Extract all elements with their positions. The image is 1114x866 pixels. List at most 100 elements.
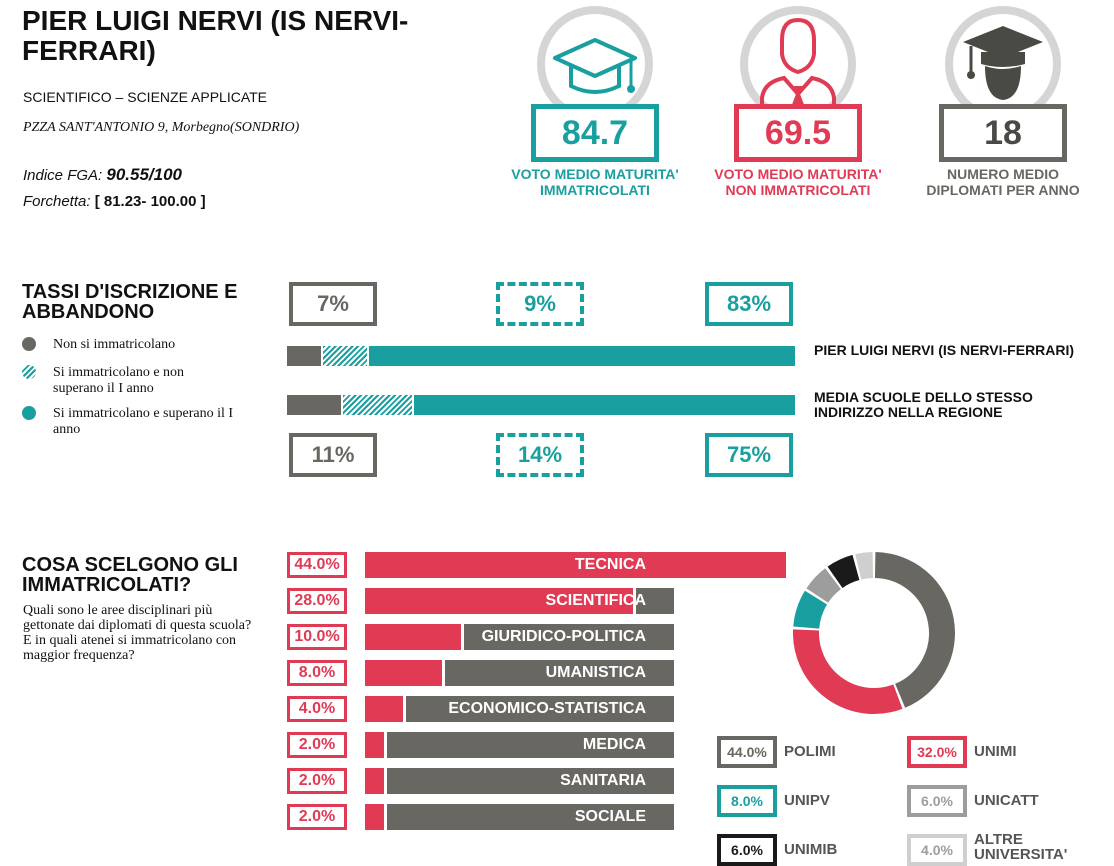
choices-description: Quali sono le aree disciplinari più gett… bbox=[23, 603, 252, 663]
fork-label: Forchetta: bbox=[23, 193, 91, 210]
donut-slice bbox=[827, 554, 860, 589]
area-bar: SANITARIA bbox=[365, 768, 674, 794]
area-row: 28.0% SCIENTIFICA bbox=[287, 588, 687, 616]
area-name: UMANISTICA bbox=[545, 664, 646, 681]
area-percent: 10.0% bbox=[287, 624, 347, 650]
area-bar-fill bbox=[365, 804, 387, 830]
area-bar: GIURIDICO-POLITICA bbox=[365, 624, 674, 650]
region-enrolled-failed-pct: 14% bbox=[496, 433, 584, 477]
stat-card-avg-graduates: 18 NUMERO MEDIO DIPLOMATI PER ANNO bbox=[913, 2, 1093, 198]
university-percent: 8.0% bbox=[717, 785, 777, 817]
area-bar-fill bbox=[365, 768, 387, 794]
area-bar: UMANISTICA bbox=[365, 660, 674, 686]
area-name: SCIENTIFICA bbox=[545, 592, 646, 609]
fga-range: Forchetta: [ 81.23- 100.00 ] bbox=[23, 193, 206, 210]
university-percent: 6.0% bbox=[717, 834, 777, 866]
legend-label: Si immatricolano e superano il I anno bbox=[53, 406, 234, 437]
university-name: POLIMI bbox=[784, 743, 836, 760]
donut-slice bbox=[793, 590, 828, 630]
area-name: GIURIDICO-POLITICA bbox=[481, 628, 646, 645]
fga-label: Indice FGA: bbox=[23, 167, 103, 184]
school-enrolled-passed-pct: 83% bbox=[705, 282, 793, 326]
university-percent: 6.0% bbox=[907, 785, 967, 817]
legend-dot bbox=[22, 365, 36, 379]
area-bar-fill bbox=[365, 696, 406, 722]
university-name: UNIMIB bbox=[784, 841, 838, 858]
school-type: SCIENTIFICO – SCIENZE APPLICATE bbox=[23, 89, 268, 105]
area-percent: 4.0% bbox=[287, 696, 347, 722]
area-row: 2.0% SOCIALE bbox=[287, 804, 687, 832]
bar-segment-not-enrolled bbox=[287, 346, 321, 366]
school-address: PZZA SANT'ANTONIO 9, Morbegno(SONDRIO) bbox=[23, 120, 300, 135]
legend-label: Si immatricolano e non superano il I ann… bbox=[53, 365, 185, 396]
stat-value: 84.7 bbox=[531, 104, 659, 162]
area-bar: TECNICA bbox=[365, 552, 789, 578]
area-row: 8.0% UMANISTICA bbox=[287, 660, 687, 688]
area-name: SANITARIA bbox=[560, 772, 646, 789]
area-name: ECONOMICO-STATISTICA bbox=[448, 700, 646, 717]
region-row-label: MEDIA SCUOLE DELLO STESSO INDIRIZZO NELL… bbox=[814, 389, 1033, 420]
enrollment-title: TASSI D'ISCRIZIONE E ABBANDONO bbox=[22, 281, 238, 323]
area-bar: MEDICA bbox=[365, 732, 674, 758]
choices-title: COSA SCELGONO GLI IMMATRICOLATI? bbox=[22, 554, 238, 596]
school-title: PIER LUIGI NERVI (IS NERVI-FERRARI) bbox=[22, 5, 409, 66]
bar-segment-not-enrolled bbox=[287, 395, 341, 415]
area-row: 2.0% MEDICA bbox=[287, 732, 687, 760]
area-bar-fill bbox=[365, 732, 387, 758]
area-bar: ECONOMICO-STATISTICA bbox=[365, 696, 674, 722]
area-row: 4.0% ECONOMICO-STATISTICA bbox=[287, 696, 687, 724]
stat-label: NUMERO MEDIO DIPLOMATI PER ANNO bbox=[926, 166, 1080, 198]
stat-card-avg-grade-enrolled: 84.7 VOTO MEDIO MATURITA' IMMATRICOLATI bbox=[505, 2, 685, 198]
school-enrollment-bar bbox=[287, 346, 795, 366]
area-bar-fill bbox=[365, 588, 636, 614]
area-bar-fill bbox=[365, 660, 445, 686]
fork-value: [ 81.23- 100.00 ] bbox=[94, 193, 206, 210]
bar-segment-enrolled-passed bbox=[414, 395, 795, 415]
area-bar-fill bbox=[365, 552, 789, 578]
area-percent: 28.0% bbox=[287, 588, 347, 614]
legend-label: Non si immatricolano bbox=[53, 337, 176, 352]
graduate-person-icon bbox=[945, 6, 1061, 122]
donut-slice bbox=[855, 552, 874, 580]
area-percent: 2.0% bbox=[287, 732, 347, 758]
school-not-enrolled-pct: 7% bbox=[289, 282, 377, 326]
legend-dot bbox=[22, 337, 36, 351]
school-enrolled-failed-pct: 9% bbox=[496, 282, 584, 326]
region-enrollment-bar bbox=[287, 395, 795, 415]
area-row: 2.0% SANITARIA bbox=[287, 768, 687, 796]
fga-value: 90.55/100 bbox=[106, 165, 183, 184]
area-percent: 2.0% bbox=[287, 768, 347, 794]
donut-slice bbox=[806, 568, 842, 604]
fga-index: Indice FGA: 90.55/100 bbox=[23, 165, 182, 185]
school-row-label: PIER LUIGI NERVI (IS NERVI-FERRARI) bbox=[814, 342, 1075, 358]
area-bar: SOCIALE bbox=[365, 804, 674, 830]
donut-slice bbox=[874, 552, 955, 708]
area-row: 44.0% TECNICA bbox=[287, 552, 789, 580]
area-bar: SCIENTIFICA bbox=[365, 588, 674, 614]
area-name: TECNICA bbox=[574, 556, 646, 573]
legend-dot bbox=[22, 406, 36, 420]
area-percent: 2.0% bbox=[287, 804, 347, 830]
bar-segment-enrolled-passed bbox=[369, 346, 795, 366]
area-name: MEDICA bbox=[582, 736, 646, 753]
university-name: UNICATT bbox=[974, 792, 1039, 809]
donut-slice bbox=[793, 629, 903, 714]
graduation-cap-icon bbox=[537, 6, 653, 122]
universities-donut-chart bbox=[793, 552, 955, 714]
area-row: 10.0% GIURIDICO-POLITICA bbox=[287, 624, 687, 652]
stat-card-avg-grade-not-enrolled: 69.5 VOTO MEDIO MATURITA' NON IMMATRICOL… bbox=[708, 2, 888, 198]
stat-label: VOTO MEDIO MATURITA' IMMATRICOLATI bbox=[511, 166, 679, 198]
university-name: UNIMI bbox=[974, 743, 1017, 760]
area-percent: 8.0% bbox=[287, 660, 347, 686]
university-name: UNIPV bbox=[784, 792, 830, 809]
area-name: SOCIALE bbox=[574, 808, 646, 825]
university-percent: 4.0% bbox=[907, 834, 967, 866]
region-not-enrolled-pct: 11% bbox=[289, 433, 377, 477]
stat-label: VOTO MEDIO MATURITA' NON IMMATRICOLATI bbox=[714, 166, 882, 198]
area-percent: 44.0% bbox=[287, 552, 347, 578]
area-bar-fill bbox=[365, 624, 464, 650]
stat-value: 18 bbox=[939, 104, 1067, 162]
university-percent: 32.0% bbox=[907, 736, 967, 768]
stat-value: 69.5 bbox=[734, 104, 862, 162]
bar-segment-enrolled-failed bbox=[343, 395, 412, 415]
